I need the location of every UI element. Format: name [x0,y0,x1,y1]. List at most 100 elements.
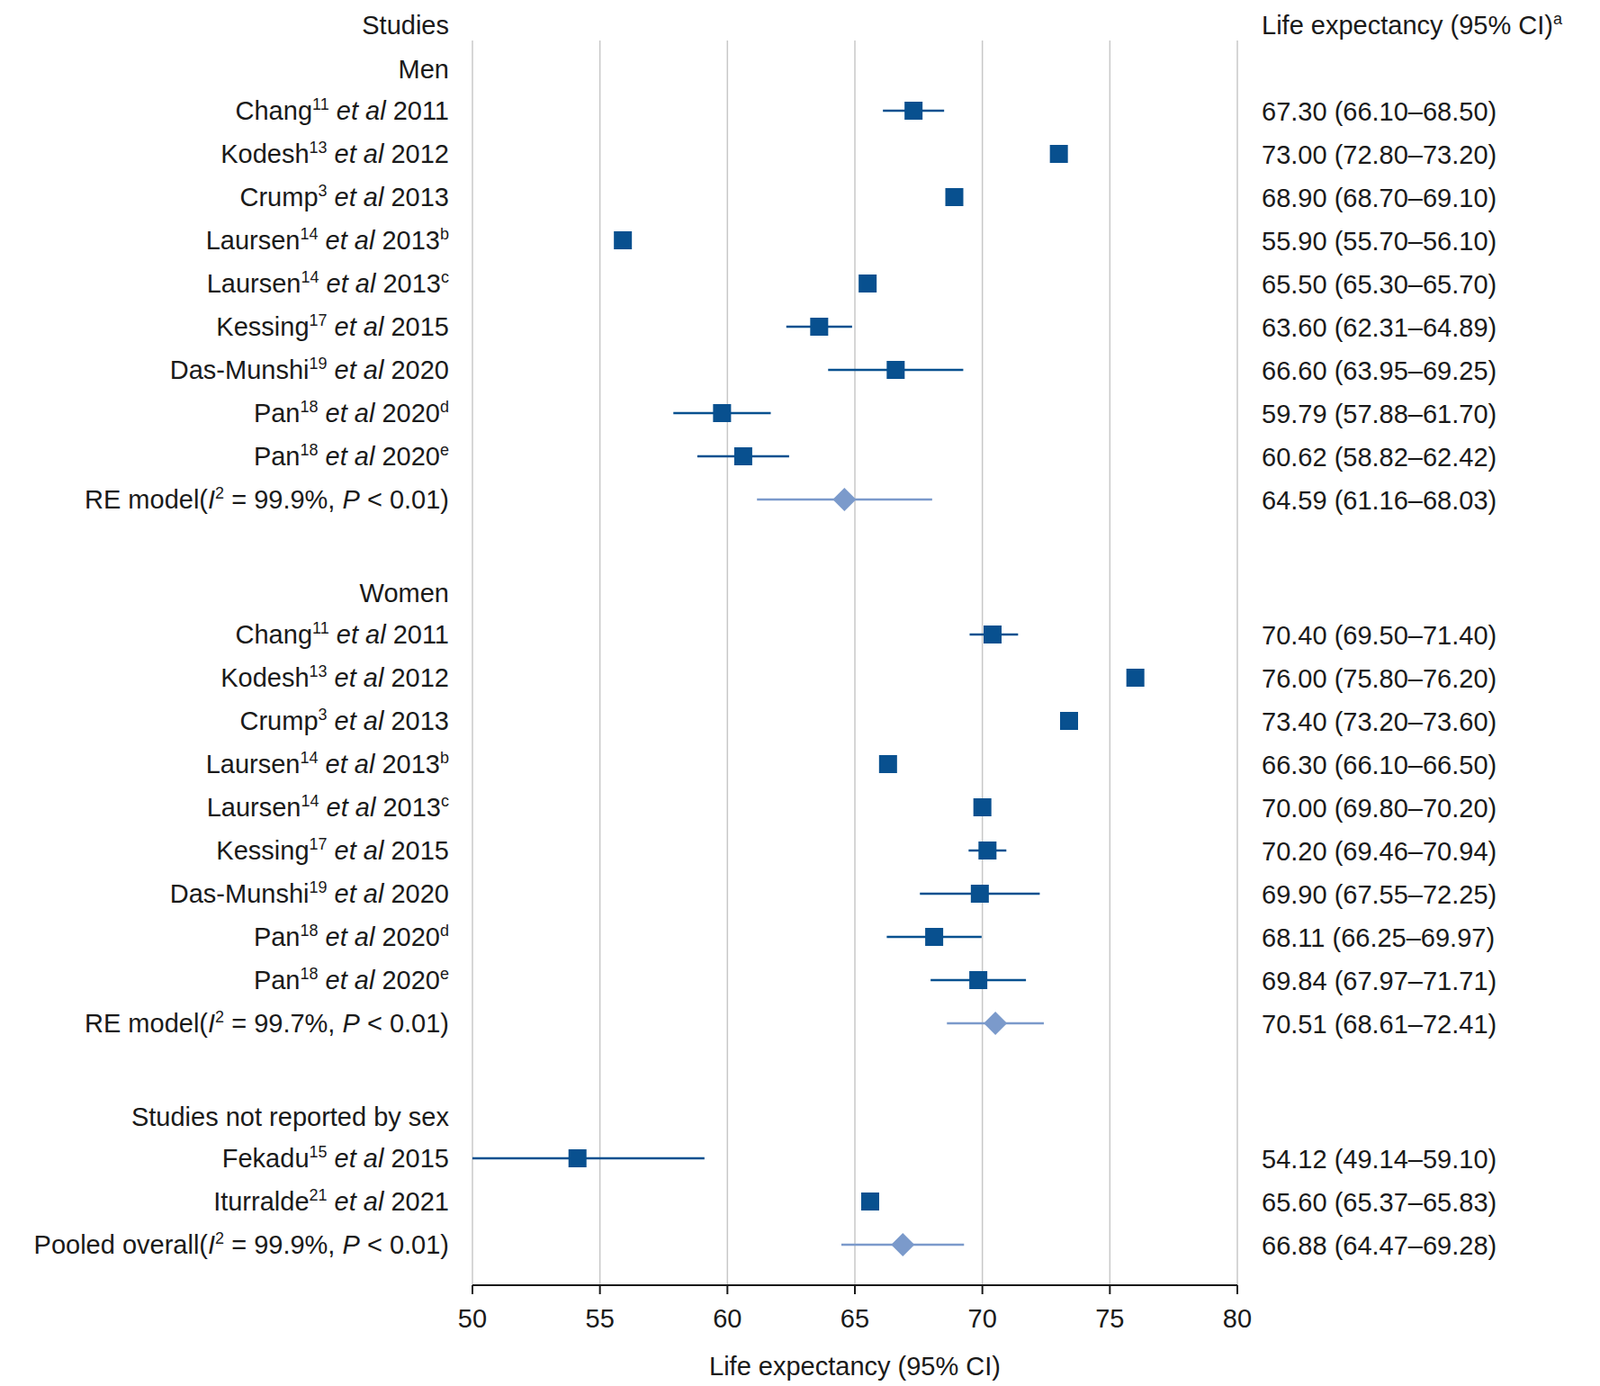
text-part: 2020 [383,879,450,908]
study-label: Fekadu15 et al 2015 [222,1142,450,1173]
text-part: = 99.7%, [224,1008,342,1038]
tick-mark [981,1285,984,1295]
estimate-square [809,317,828,336]
value-label: 76.00 (75.80–76.20) [1261,664,1497,693]
text-part: et al [327,1186,386,1216]
tick-mark [1108,1285,1111,1295]
tick-label: 75 [1095,1303,1124,1333]
text-part: et al [318,749,377,779]
value-label: 68.11 (66.25–69.97) [1261,923,1495,953]
text-part: Kessing [215,312,309,342]
text-part: 11 [312,619,330,638]
text-part: 13 [309,662,328,681]
pooled-label: RE model(I2 = 99.9%, P < 0.01) [84,484,450,514]
tick-label: 55 [585,1303,615,1333]
text-part: 2020 [374,398,441,428]
pooled-label: Pooled overall(I2 = 99.9%, P < 0.01) [34,1229,450,1259]
study-label: Laursen14 et al 2013b [206,224,450,255]
estimate-square [1060,711,1079,730]
value-label: 66.30 (66.10–66.50) [1261,750,1497,780]
text-part: 21 [309,1186,328,1205]
text-part: Fekadu [222,1143,310,1173]
tick-mark [599,1285,602,1295]
text-part: 2020 [383,355,450,385]
estimate-square [734,447,753,466]
text-part: 2 [215,1229,225,1248]
study-label: Crump3 et al 2013 [240,181,450,212]
study-label: Kodesh13 et al 2012 [220,138,450,169]
text-part: d [440,921,450,940]
study-label: Pan18 et al 2020e [253,440,450,471]
text-part: P [342,1008,361,1038]
pooled-diamond [983,1011,1007,1035]
value-label: 65.50 (65.30–65.70) [1261,269,1497,299]
group-header: Women [359,578,450,608]
value-label: 54.12 (49.14–59.10) [1261,1144,1497,1174]
estimate-square [613,231,632,250]
estimate-square [973,798,992,817]
text-part: = 99.9%, [224,485,342,514]
text-part: et al [327,879,386,908]
text-part: 2 [215,484,225,503]
grid-line [853,40,856,1286]
tick-mark [471,1285,474,1295]
text-part: et al [318,922,377,952]
text-part: et al [329,96,387,126]
value-label: 66.60 (63.95–69.25) [1261,356,1497,386]
text-part: Laursen [206,269,302,298]
text-part: 2013 [375,269,441,298]
study-label: Kessing17 et al 2015 [215,311,450,342]
text-part: 2013 [383,706,450,736]
value-label: 65.60 (65.37–65.83) [1261,1187,1497,1217]
tick-mark [726,1285,729,1295]
study-label: Kodesh13 et al 2012 [220,662,450,693]
tick-label: 70 [968,1303,998,1333]
text-part: RE model( [84,485,208,514]
text-part: Chang [235,96,313,126]
text-part: P [342,1230,361,1259]
text-part: 2020 [374,922,441,952]
text-part: e [440,440,450,459]
text-part: 2013 [375,792,441,822]
column-header: Life expectancy (95% CI)a [1261,9,1564,40]
text-part: Das-Munshi [170,879,310,908]
grid-line [1236,40,1239,1286]
grid-line [981,40,984,1286]
tick-mark [1236,1285,1239,1295]
text-part: Pan [253,922,301,952]
text-part: Laursen [206,749,301,779]
text-part: Kodesh [220,139,309,169]
text-part: Pan [253,398,301,428]
text-part: 2020 [374,441,441,471]
pooled-label: RE model(I2 = 99.7%, P < 0.01) [84,1007,450,1038]
text-part: Life expectancy (95% CI) [1261,10,1554,40]
pooled-value-label: 64.59 (61.16–68.03) [1261,485,1497,515]
study-label: Kessing17 et al 2015 [215,835,450,865]
estimate-square [1126,668,1145,687]
text-part: Crump [240,182,319,212]
grid-line [1109,40,1112,1286]
estimate-square [983,625,1002,644]
text-part: 11 [312,95,330,114]
text-part: 19 [309,354,328,373]
text-part: Pan [253,441,301,471]
text-part: Crump [240,706,319,736]
study-label: Crump3 et al 2013 [240,705,450,736]
grid-line [599,40,602,1286]
value-label: 73.40 (73.20–73.60) [1261,707,1497,737]
estimate-square [861,1192,880,1211]
text-part: b [440,224,450,243]
text-part: Iturralde [213,1186,309,1216]
text-part: 2015 [383,835,450,865]
text-part: et al [327,355,386,385]
estimate-square [568,1149,587,1168]
value-label: 67.30 (66.10–68.50) [1261,97,1497,126]
text-part: 19 [309,878,328,897]
value-label: 59.79 (57.88–61.70) [1261,399,1497,429]
study-label: Chang11 et al 2011 [235,619,450,649]
study-label: Chang11 et al 2011 [235,95,450,126]
estimate-square [1050,144,1069,163]
text-part: Pooled overall( [34,1230,209,1259]
text-part: Kessing [215,835,309,865]
value-label: 63.60 (62.31–64.89) [1261,313,1497,342]
